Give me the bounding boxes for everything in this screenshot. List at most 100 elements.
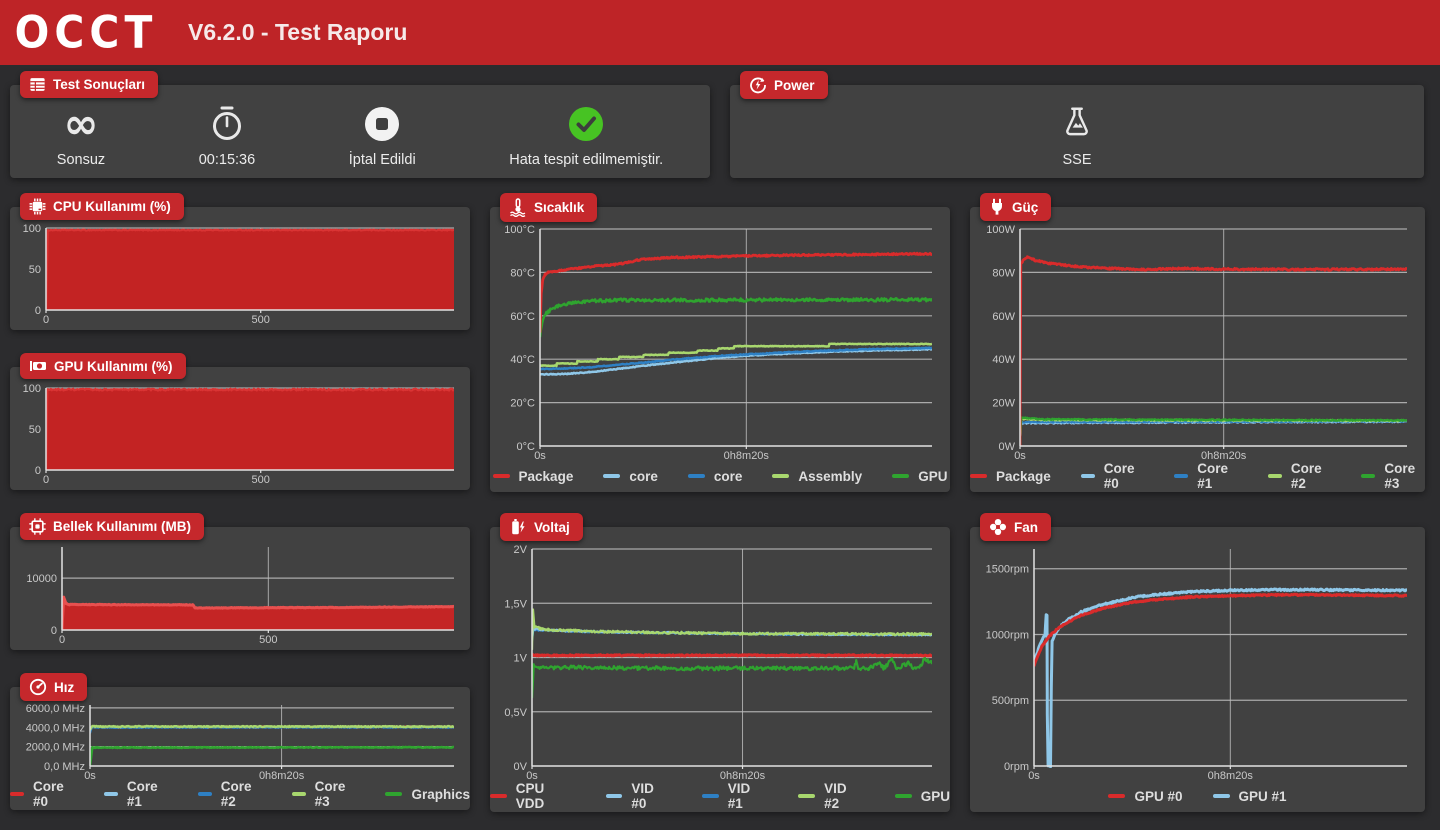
svg-text:1500rpm: 1500rpm xyxy=(986,564,1029,576)
legend-swatch xyxy=(606,794,623,798)
svg-text:0,5V: 0,5V xyxy=(504,707,527,719)
svg-text:0s: 0s xyxy=(1028,770,1040,782)
legend-item: Core #1 xyxy=(104,779,168,809)
legend-item: Core #3 xyxy=(292,779,356,809)
fan-legend: GPU #0GPU #1 xyxy=(970,786,1425,806)
legend-item: Graphics xyxy=(385,787,470,802)
chart-svg-temp: 0°C20°C40°C60°C80°C100°C0s0h8m20s xyxy=(496,221,944,464)
svg-text:40°C: 40°C xyxy=(510,354,535,366)
gpu-usage-badge-label: GPU Kullanımı (%) xyxy=(54,359,173,374)
svg-text:20W: 20W xyxy=(992,398,1015,410)
speed-badge: Hız xyxy=(20,673,87,701)
legend-item: Package xyxy=(493,469,574,484)
plug-icon xyxy=(989,198,1005,216)
test-results-badge: Test Sonuçları xyxy=(20,71,158,98)
fan-panel: Fan 0rpm500rpm1000rpm1500rpm0s0h8m20s GP… xyxy=(970,527,1425,812)
fan-icon-badge: Fan xyxy=(980,513,1051,541)
legend-swatch xyxy=(1081,474,1095,478)
error-status-label: Hata tespit edilmemiştir. xyxy=(509,152,663,168)
svg-text:0: 0 xyxy=(43,474,49,486)
legend-item: GPU xyxy=(892,469,947,484)
svg-text:1000rpm: 1000rpm xyxy=(986,629,1029,641)
memory-usage-badge: Bellek Kullanımı (MB) xyxy=(20,513,204,540)
svg-text:0: 0 xyxy=(35,465,41,477)
speed-chart: 0,0 MHz2000,0 MHz4000,0 MHz6000,0 MHz0s0… xyxy=(16,701,464,782)
speedometer-icon xyxy=(29,678,47,696)
svg-text:100: 100 xyxy=(23,383,41,395)
cpu-usage-panel: CPU Kullanımı (%) 0501000500 xyxy=(10,207,470,330)
legend-item: Core #0 xyxy=(10,779,74,809)
legend-item: Assembly xyxy=(772,469,862,484)
legend-swatch xyxy=(1213,794,1230,798)
voltage-chart: 0V0,5V1V1,5V2V0s0h8m20s xyxy=(496,541,944,784)
temperature-badge: Sıcaklık xyxy=(500,193,597,222)
flask-icon xyxy=(1057,103,1097,145)
legend-swatch xyxy=(292,792,306,796)
gpu-usage-panel: GPU Kullanımı (%) 0501000500 xyxy=(10,367,470,490)
legend-swatch xyxy=(104,792,118,796)
power-draw-chart: 0W20W40W60W80W100W0s0h8m20s xyxy=(976,221,1419,464)
legend-swatch xyxy=(603,474,620,478)
speed-panel: Hız 0,0 MHz2000,0 MHz4000,0 MHz6000,0 MH… xyxy=(10,687,470,810)
svg-text:60°C: 60°C xyxy=(510,311,535,323)
chart-svg-mem: 0100000500 xyxy=(16,541,464,646)
legend-item: Package xyxy=(970,469,1051,484)
test-results-row: ∞ Sonsuz 00:15:36 İptal Edildi Hata tes xyxy=(10,85,710,178)
chart-svg-gpu: 0501000500 xyxy=(16,381,464,486)
gpu-usage-badge: GPU Kullanımı (%) xyxy=(20,353,186,379)
legend-item: Core #0 xyxy=(1081,461,1145,491)
svg-text:0h8m20s: 0h8m20s xyxy=(1208,770,1254,782)
check-icon xyxy=(567,103,605,145)
legend-swatch xyxy=(970,474,987,478)
temperature-badge-label: Sıcaklık xyxy=(534,200,584,215)
power-row: SSE xyxy=(730,85,1424,178)
temperature-legend: Package core core Assembly GPU xyxy=(490,466,950,486)
elapsed-time-label: 00:15:36 xyxy=(199,152,255,168)
svg-text:500: 500 xyxy=(252,314,270,326)
svg-text:4000,0 MHz: 4000,0 MHz xyxy=(26,722,85,734)
legend-swatch xyxy=(892,474,909,478)
error-status-item: Hata tespit edilmemiştir. xyxy=(509,103,663,168)
voltage-badge: Voltaj xyxy=(500,513,583,541)
fan-chart: 0rpm500rpm1000rpm1500rpm0s0h8m20s xyxy=(976,541,1419,784)
svg-text:0: 0 xyxy=(59,634,65,646)
svg-text:60W: 60W xyxy=(992,311,1015,323)
voltage-panel: Voltaj 0V0,5V1V1,5V2V0s0h8m20s CPU VDDVI… xyxy=(490,527,950,812)
svg-text:1,5V: 1,5V xyxy=(504,598,527,610)
power-panel: Power SSE xyxy=(730,85,1424,178)
svg-text:1V: 1V xyxy=(514,653,528,665)
power-icon xyxy=(749,76,767,94)
svg-text:0: 0 xyxy=(43,314,49,326)
infinity-icon: ∞ xyxy=(63,103,98,145)
svg-text:50: 50 xyxy=(29,424,41,436)
occt-logo: OCCT xyxy=(15,10,158,55)
svg-text:0s: 0s xyxy=(84,770,96,782)
chart-svg-speed: 0,0 MHz2000,0 MHz4000,0 MHz6000,0 MHz0s0… xyxy=(16,701,464,782)
occt-window: OCCT V6.2.0 - Test Raporu Test Sonuçları… xyxy=(0,0,1440,830)
test-duration-label: Sonsuz xyxy=(57,152,105,168)
svg-text:100°C: 100°C xyxy=(504,224,535,236)
test-type-item: SSE xyxy=(1057,103,1097,168)
svg-text:2000,0 MHz: 2000,0 MHz xyxy=(26,742,85,754)
power-badge-label: Power xyxy=(774,78,815,93)
speed-legend: Core #0Core #1Core #2Core #3Graphics xyxy=(10,784,470,804)
legend-item: core xyxy=(688,469,743,484)
test-status-label: İptal Edildi xyxy=(349,152,416,168)
legend-item: VID #0 xyxy=(606,781,672,811)
svg-text:0,0 MHz: 0,0 MHz xyxy=(44,761,85,773)
chart-svg-power: 0W20W40W60W80W100W0s0h8m20s xyxy=(976,221,1419,464)
legend-item: Core #3 xyxy=(1361,461,1425,491)
legend-swatch xyxy=(1174,474,1188,478)
svg-text:0rpm: 0rpm xyxy=(1004,761,1029,773)
svg-text:20°C: 20°C xyxy=(510,398,535,410)
legend-item: core xyxy=(603,469,658,484)
test-results-badge-label: Test Sonuçları xyxy=(53,77,145,92)
power-draw-badge: Güç xyxy=(980,193,1051,221)
svg-text:0s: 0s xyxy=(1014,450,1026,462)
svg-text:10000: 10000 xyxy=(26,573,57,585)
svg-text:0: 0 xyxy=(35,305,41,317)
power-draw-badge-label: Güç xyxy=(1012,200,1038,215)
legend-swatch xyxy=(702,794,719,798)
svg-text:2V: 2V xyxy=(514,544,528,556)
legend-item: GPU xyxy=(895,789,950,804)
